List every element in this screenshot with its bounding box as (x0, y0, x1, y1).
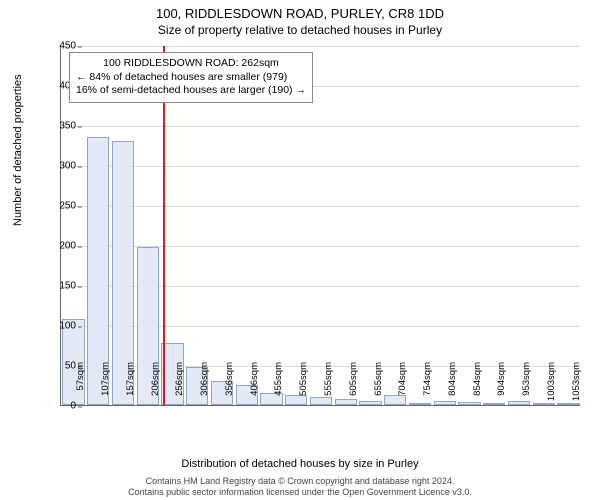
grid-line (61, 206, 580, 207)
histogram-bar (508, 401, 530, 405)
histogram-bar (483, 403, 505, 405)
y-tick: 350 (46, 121, 76, 132)
y-tick: 450 (46, 41, 76, 52)
histogram-bar (359, 401, 381, 405)
x-tick: 157sqm (125, 362, 136, 396)
x-tick: 206sqm (150, 362, 161, 396)
annotation-line: 16% of semi-detached houses are larger (… (76, 84, 306, 98)
y-tick: 150 (46, 281, 76, 292)
histogram-bar (458, 402, 480, 405)
y-tick: 200 (46, 241, 76, 252)
x-tick: 306sqm (199, 362, 210, 396)
grid-line (61, 126, 580, 127)
y-tick: 250 (46, 201, 76, 212)
x-tick: 406sqm (249, 362, 260, 396)
footer-attribution: Contains HM Land Registry data © Crown c… (0, 476, 600, 499)
histogram-bar (310, 397, 332, 405)
histogram-bar (384, 395, 406, 405)
x-tick: 1053sqm (571, 362, 582, 401)
x-tick: 57sqm (75, 362, 86, 391)
histogram-bar (557, 403, 579, 405)
x-tick: 704sqm (397, 362, 408, 396)
y-tick: 100 (46, 321, 76, 332)
x-tick: 455sqm (273, 362, 284, 396)
histogram-bar (409, 403, 431, 405)
x-tick: 754sqm (422, 362, 433, 396)
y-axis-label: Number of detached properties (12, 74, 24, 226)
histogram-bar (434, 401, 456, 405)
grid-line (61, 46, 580, 47)
x-tick: 505sqm (298, 362, 309, 396)
histogram-bar (533, 403, 555, 405)
x-tick: 953sqm (521, 362, 532, 396)
y-tick: 300 (46, 161, 76, 172)
page-subtitle: Size of property relative to detached ho… (0, 23, 600, 37)
grid-line (61, 166, 580, 167)
x-tick: 107sqm (100, 362, 111, 396)
footer-line-2: Contains public sector information licen… (0, 487, 600, 498)
annotation-box: 100 RIDDLESDOWN ROAD: 262sqm← 84% of det… (69, 52, 313, 103)
x-tick: 655sqm (373, 362, 384, 396)
histogram-bar (285, 395, 307, 405)
footer-line-1: Contains HM Land Registry data © Crown c… (0, 476, 600, 487)
x-tick: 854sqm (472, 362, 483, 396)
histogram-chart: 100 RIDDLESDOWN ROAD: 262sqm← 84% of det… (60, 46, 580, 406)
x-tick: 804sqm (447, 362, 458, 396)
x-tick: 256sqm (174, 362, 185, 396)
annotation-line: 100 RIDDLESDOWN ROAD: 262sqm (76, 57, 306, 71)
x-tick: 605sqm (348, 362, 359, 396)
histogram-bar (335, 399, 357, 405)
y-tick: 0 (46, 401, 76, 412)
x-tick: 1003sqm (546, 362, 557, 401)
x-tick: 904sqm (496, 362, 507, 396)
page-title: 100, RIDDLESDOWN ROAD, PURLEY, CR8 1DD (0, 6, 600, 21)
x-axis-label: Distribution of detached houses by size … (0, 458, 600, 470)
y-tick: 50 (46, 361, 76, 372)
x-tick: 555sqm (323, 362, 334, 396)
x-tick: 356sqm (224, 362, 235, 396)
annotation-line: ← 84% of detached houses are smaller (97… (76, 71, 306, 85)
